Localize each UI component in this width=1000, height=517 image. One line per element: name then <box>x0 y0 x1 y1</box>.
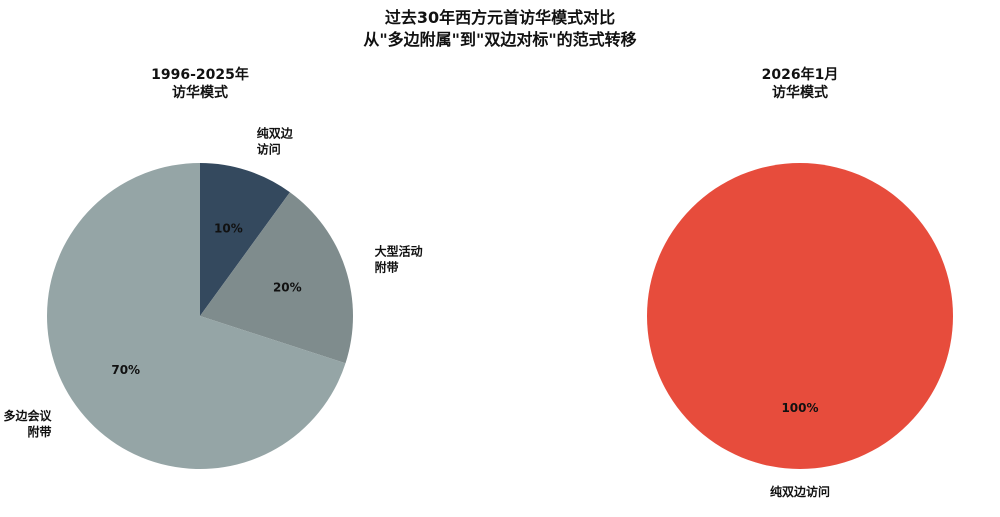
chart-title-line2: 从"多边附属"到"双边对标"的范式转移 <box>363 30 637 49</box>
right-pie-title-line1: 2026年1月 <box>761 67 839 83</box>
pie-slice-1-0 <box>647 163 953 469</box>
left-pie-title-line1: 1996-2025年 <box>151 67 249 83</box>
pie-pct-label-0-1: 20% <box>273 281 302 295</box>
chart-title-line1: 过去30年西方元首访华模式对比 <box>384 8 616 27</box>
pie-pct-label-0-2: 70% <box>111 363 140 377</box>
pie-pct-label-1-0: 100% <box>781 401 818 415</box>
pie-slice-0-0 <box>200 163 290 316</box>
pie-pct-label-0-0: 10% <box>214 222 243 236</box>
left-pie-title-line2: 访华模式 <box>172 85 228 101</box>
right-pie-title-line2: 访华模式 <box>772 85 828 101</box>
pie-category-label-1-0: 纯双边访问 <box>770 484 830 499</box>
pie-slice-0-1 <box>200 192 354 364</box>
pie-category-label-0-0: 纯双边访问 <box>257 125 294 156</box>
pie-category-label-0-2: 多边会议附带 <box>3 408 52 439</box>
pie-category-label-0-1: 大型活动附带 <box>375 243 423 274</box>
pie-slice-0-2 <box>47 163 346 469</box>
